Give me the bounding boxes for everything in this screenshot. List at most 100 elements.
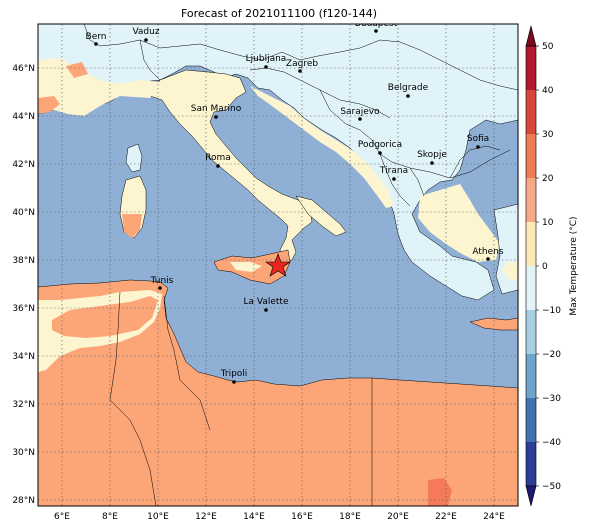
y-tick-label: 28°N — [12, 496, 35, 506]
colorbar-tick-label: 0 — [542, 262, 548, 272]
tunisia-warm-patch — [52, 296, 158, 338]
city-dot — [264, 308, 268, 312]
forecast-location-star — [265, 253, 291, 277]
city-dot — [392, 177, 396, 181]
city-label: Roma — [205, 153, 231, 163]
colorbar-tick-label: 30 — [542, 130, 554, 140]
city-dot — [264, 65, 268, 69]
y-tick-label: 30°N — [12, 448, 35, 458]
city-dot — [144, 38, 148, 42]
colorbar-tick-label: −20 — [542, 350, 561, 360]
city-label: Podgorica — [358, 140, 402, 150]
colorbar-segment — [526, 222, 536, 266]
y-tick-label: 38°N — [12, 256, 35, 266]
city-label: Tirana — [379, 166, 408, 176]
city-markers: Bern Vaduz Budapest Ljubljana Zagreb Belgrade… — [86, 19, 504, 384]
colorbar-bottom-extension — [525, 485, 537, 507]
city-dot — [158, 286, 162, 290]
colorbar-segment — [526, 442, 536, 486]
city-label: La Valette — [244, 297, 289, 307]
city-label: Sofia — [467, 134, 489, 144]
country-borders — [83, 24, 518, 506]
map-frame — [37, 23, 519, 507]
sardinia-warm-tip — [122, 214, 142, 238]
city-label: Tripoli — [220, 369, 248, 379]
y-tick-label: 32°N — [12, 400, 35, 410]
city-label: Bern — [86, 32, 107, 42]
x-tick-label: 20°E — [387, 512, 409, 522]
y-axis-labels: 46°N 44°N 42°N 40°N 38°N 36°N 34°N 32°N 30°N 28°N — [12, 64, 35, 506]
colorbar-segment — [526, 398, 536, 442]
graticule — [38, 24, 518, 506]
x-tick-label: 18°E — [339, 512, 361, 522]
map-area: Bern Vaduz Budapest Ljubljana Zagreb Belgrade… — [38, 19, 518, 506]
colorbar-segment — [526, 134, 536, 178]
city-dot — [232, 380, 236, 384]
y-tick-label: 46°N — [12, 64, 35, 74]
colorbar-label: Max Temperature (°C) — [569, 216, 579, 315]
city-label: Zagreb — [286, 59, 318, 69]
colorbar-segment — [526, 178, 536, 222]
colorbar-top-extension — [525, 25, 537, 47]
colorbar-tick-label: −10 — [542, 306, 561, 316]
city-label: Sarajevo — [340, 107, 380, 117]
colorbar-tick-label: 20 — [542, 174, 554, 184]
y-tick-label: 36°N — [12, 304, 35, 314]
city-label: Skopje — [417, 150, 447, 160]
x-tick-label: 12°E — [195, 512, 217, 522]
x-tick-label: 10°E — [147, 512, 169, 522]
city-label: Athens — [472, 247, 503, 257]
colorbar-tick-labels: 50 40 30 20 10 0 −10 −20 −30 −40 −50 — [536, 42, 561, 492]
city-dot — [216, 164, 220, 168]
colorbar-segments — [526, 46, 536, 486]
city-dot — [486, 257, 490, 261]
corsica-island — [125, 143, 143, 173]
france-warm-patch-2 — [66, 62, 88, 78]
city-label: Belgrade — [388, 83, 429, 93]
colorbar-segment — [526, 354, 536, 398]
y-tick-label: 34°N — [12, 352, 35, 362]
x-tick-label: 22°E — [435, 512, 457, 522]
city-dot — [430, 161, 434, 165]
city-label: Tunis — [150, 276, 174, 286]
city-dot — [374, 29, 378, 33]
colorbar-segment — [526, 310, 536, 354]
colorbar-tick-label: −50 — [542, 482, 561, 492]
x-tick-label: 8°E — [102, 512, 118, 522]
x-axis-labels: 6°E 8°E 10°E 12°E 14°E 16°E 18°E 20°E 22°E 24°E — [54, 512, 505, 522]
city-dot — [94, 42, 98, 46]
colorbar-tick-label: 10 — [542, 218, 554, 228]
city-label: Budapest — [355, 19, 398, 29]
colorbar-segment — [526, 90, 536, 134]
x-tick-label: 6°E — [54, 512, 70, 522]
greece-mild — [418, 184, 500, 262]
heel-of-italy — [295, 195, 347, 237]
balkan-coast-mild — [250, 86, 394, 208]
y-tick-label: 40°N — [12, 208, 35, 218]
mainland-mild-patch — [502, 262, 518, 280]
colorbar-tick-label: 50 — [542, 42, 554, 52]
france-warm-patch — [38, 96, 60, 114]
x-tick-label: 16°E — [291, 512, 313, 522]
city-label: San Marino — [191, 104, 242, 114]
colorbar-segment — [526, 266, 536, 310]
x-tick-label: 24°E — [483, 512, 505, 522]
city-dot — [378, 151, 382, 155]
city-label: Ljubljana — [246, 54, 287, 64]
y-tick-label: 42°N — [12, 160, 35, 170]
colorbar-segment — [526, 46, 536, 90]
colorbar-tick-label: −30 — [542, 394, 561, 404]
x-tick-label: 14°E — [243, 512, 265, 522]
italy-land — [149, 69, 313, 263]
city-dot — [214, 115, 218, 119]
map-title: Forecast of 2021011100 (f120-144) — [181, 7, 377, 20]
colorbar: 50 40 30 20 10 0 −10 −20 −30 −40 −50 Max Temperatu… — [525, 25, 579, 507]
city-dot — [476, 145, 480, 149]
city-label: Vaduz — [132, 27, 159, 37]
city-dot — [406, 94, 410, 98]
city-dot — [298, 69, 302, 73]
city-dot — [358, 117, 362, 121]
france-mild-patch — [38, 58, 160, 116]
colorbar-tick-label: 40 — [542, 86, 554, 96]
y-tick-label: 44°N — [12, 112, 35, 122]
